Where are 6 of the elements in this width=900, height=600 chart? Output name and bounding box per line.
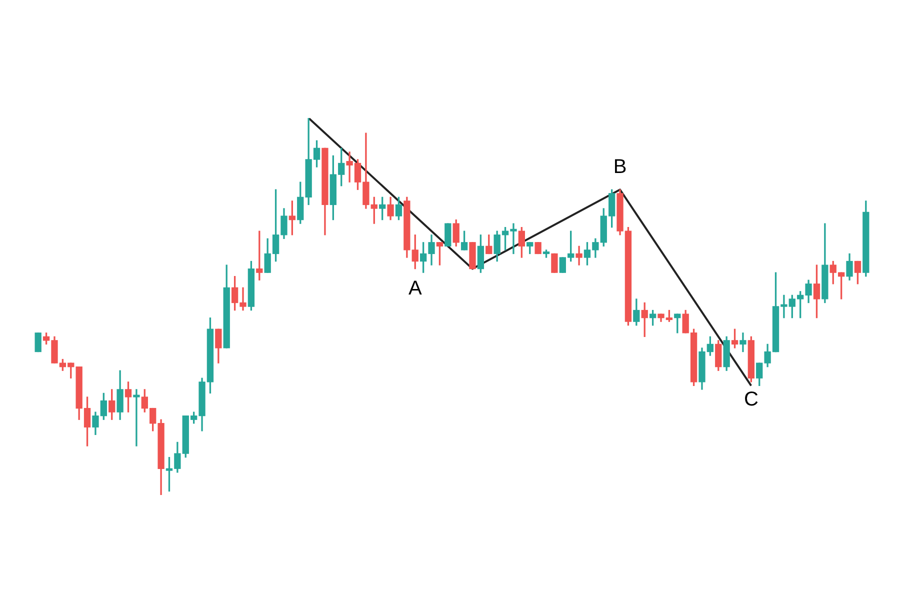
annotation: A: [408, 277, 422, 300]
candlestick: [133, 389, 140, 446]
annotation: B: [613, 156, 627, 178]
candlestick: [576, 246, 582, 266]
annotation: C: [744, 388, 758, 410]
candlestick: [740, 332, 746, 352]
